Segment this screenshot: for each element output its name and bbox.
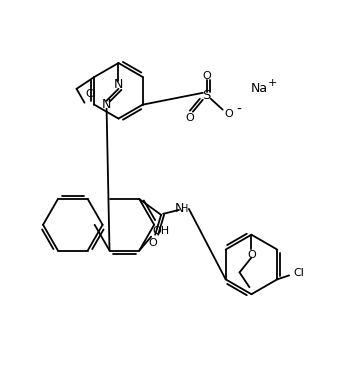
Text: Cl: Cl [85,89,96,99]
Text: Na: Na [251,83,268,95]
Text: +: + [268,78,277,88]
Text: N: N [114,78,123,91]
Text: Cl: Cl [293,268,304,278]
Text: S: S [203,89,211,102]
Text: N: N [102,98,111,111]
Text: O: O [186,113,194,123]
Text: -: - [236,103,241,117]
Text: O: O [224,109,233,118]
Text: O: O [149,238,157,248]
Text: O: O [247,249,256,260]
Text: H: H [181,204,188,214]
Text: OH: OH [153,226,170,236]
Text: N: N [174,203,184,215]
Text: O: O [203,71,211,81]
